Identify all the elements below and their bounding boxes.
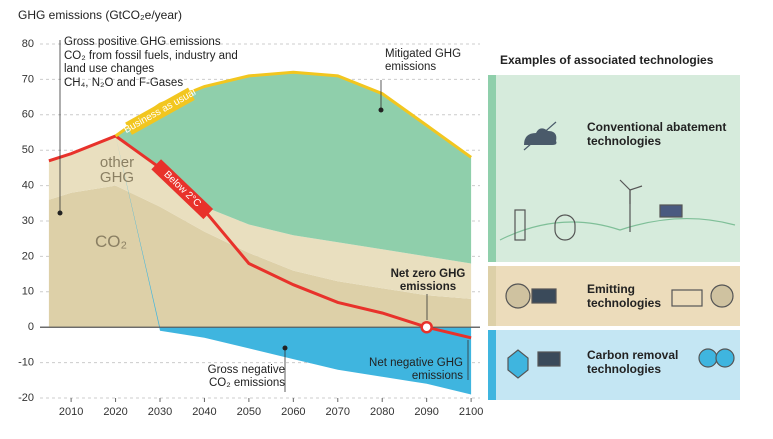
panel-strip bbox=[488, 266, 496, 326]
area-label: other GHG bbox=[99, 154, 135, 186]
leader-dot bbox=[378, 107, 384, 113]
line-label-bg bbox=[151, 159, 214, 220]
annotation: Net zero GHG emissions bbox=[390, 268, 466, 293]
panel-bg bbox=[488, 330, 740, 400]
area bbox=[48, 136, 472, 395]
chart-title: GHG emissions (GtCO₂e/year) bbox=[18, 8, 183, 22]
x-tick-label: 2060 bbox=[281, 406, 305, 418]
x-tick-label: 2010 bbox=[59, 406, 83, 418]
x-tick-label: 2090 bbox=[414, 406, 438, 418]
tech-label: Carbon removal technologies bbox=[587, 348, 679, 376]
y-tick-label: 0 bbox=[28, 321, 34, 333]
area-label: CO₂ bbox=[95, 232, 128, 251]
annotation: Net negative GHG emissions bbox=[369, 357, 463, 382]
x-tick-label: 2080 bbox=[370, 406, 394, 418]
area bbox=[48, 136, 472, 299]
y-tick-label: 70 bbox=[22, 73, 34, 85]
y-tick-label: 30 bbox=[22, 215, 34, 227]
area bbox=[48, 185, 472, 328]
y-tick-label: 80 bbox=[22, 38, 34, 50]
tech-label: Emitting technologies bbox=[587, 282, 662, 310]
x-tick-label: 2020 bbox=[103, 406, 127, 418]
leader-dot bbox=[57, 210, 63, 216]
x-tick-label: 2050 bbox=[237, 406, 261, 418]
leader-dot bbox=[282, 345, 288, 351]
annotation: CH₄, N₂O and F-Gases bbox=[64, 77, 184, 89]
line-label-bg bbox=[125, 87, 195, 135]
tech-label: Conventional abatement technologies bbox=[587, 120, 727, 148]
x-tick-label: 2040 bbox=[192, 406, 216, 418]
y-tick-label: -10 bbox=[18, 357, 34, 369]
panel-strip bbox=[488, 330, 496, 400]
icons bbox=[499, 121, 736, 379]
x-tick-label: 2070 bbox=[326, 406, 350, 418]
annotation: Gross positive GHG emissions bbox=[64, 36, 221, 48]
annotation: Gross negative CO₂ emissions bbox=[207, 364, 285, 389]
x-tick-label: 2030 bbox=[148, 406, 172, 418]
x-tick-label: 2100 bbox=[459, 406, 483, 418]
panel-strip bbox=[488, 75, 496, 262]
line bbox=[48, 134, 472, 340]
panel-title: Examples of associated technologies bbox=[500, 53, 714, 67]
net-zero-marker bbox=[420, 320, 433, 334]
y-tick-label: 40 bbox=[22, 180, 34, 192]
y-tick-label: 50 bbox=[22, 144, 34, 156]
area bbox=[115, 72, 472, 264]
y-tick-label: 10 bbox=[22, 286, 34, 298]
panel-bg bbox=[488, 75, 740, 262]
annotation: Mitigated GHG emissions bbox=[385, 48, 462, 73]
annotation: CO₂ from fossil fuels, industry and land… bbox=[64, 50, 238, 75]
y-tick-label: 20 bbox=[22, 250, 34, 262]
y-tick-label: 60 bbox=[22, 109, 34, 121]
y-tick-label: -20 bbox=[18, 392, 34, 404]
